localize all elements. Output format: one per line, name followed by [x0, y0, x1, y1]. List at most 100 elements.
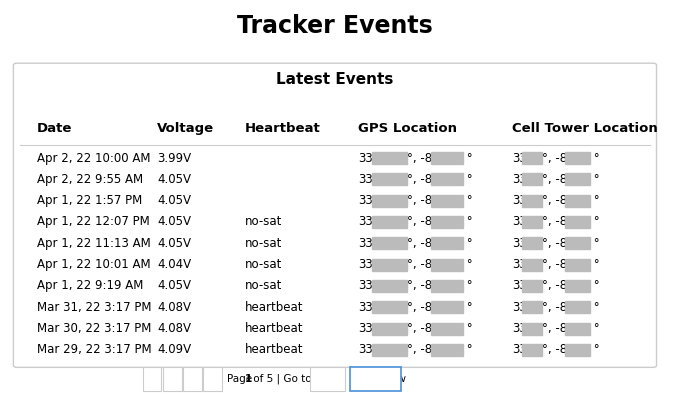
Text: Apr 1, 22 9:19 AM: Apr 1, 22 9:19 AM: [37, 280, 144, 292]
Text: 1: 1: [245, 374, 253, 384]
Text: °, -84.: °, -84.: [406, 258, 443, 271]
Text: °: °: [463, 237, 473, 250]
Text: 33.: 33.: [358, 301, 377, 314]
Text: 33: 33: [513, 173, 527, 186]
Text: 33: 33: [513, 237, 527, 250]
Text: °: °: [463, 152, 473, 164]
Text: °, -84.: °, -84.: [542, 216, 578, 228]
Text: °: °: [463, 258, 473, 271]
Text: >>: >>: [205, 375, 220, 384]
Text: Tracker Events: Tracker Events: [237, 14, 433, 38]
FancyBboxPatch shape: [310, 367, 345, 391]
Text: 33.: 33.: [358, 194, 377, 207]
Bar: [372, 323, 406, 335]
Text: °, -84.: °, -84.: [406, 173, 443, 186]
Text: °: °: [590, 237, 600, 250]
Text: Show 10 ∨: Show 10 ∨: [355, 374, 407, 384]
Text: Mar 30, 22 3:17 PM: Mar 30, 22 3:17 PM: [37, 322, 151, 335]
Bar: [522, 323, 542, 335]
Text: °, -84.: °, -84.: [542, 194, 578, 207]
Text: °: °: [590, 258, 600, 271]
Text: 33.: 33.: [358, 237, 377, 250]
Text: Apr 2, 22 10:00 AM: Apr 2, 22 10:00 AM: [37, 152, 150, 164]
Text: 33: 33: [513, 194, 527, 207]
Text: °: °: [463, 301, 473, 314]
Text: 4.09V: 4.09V: [157, 344, 192, 356]
Bar: [522, 152, 542, 164]
Text: 4.05V: 4.05V: [157, 280, 191, 292]
Text: °, -84.: °, -84.: [406, 280, 443, 292]
Bar: [522, 259, 542, 271]
FancyBboxPatch shape: [20, 340, 650, 360]
Text: °: °: [590, 194, 600, 207]
Text: no-sat: no-sat: [244, 258, 282, 271]
Bar: [372, 280, 406, 292]
Text: °, -84.: °, -84.: [542, 237, 578, 250]
Text: °, -84.: °, -84.: [542, 258, 578, 271]
Bar: [522, 301, 542, 313]
Bar: [564, 323, 590, 335]
Text: °, -84.: °, -84.: [406, 301, 443, 314]
Text: 33.: 33.: [358, 344, 377, 356]
Bar: [564, 216, 590, 228]
Text: °: °: [590, 173, 600, 186]
Text: °, -84.: °, -84.: [542, 301, 578, 314]
Text: Mar 29, 22 3:17 PM: Mar 29, 22 3:17 PM: [37, 344, 152, 356]
Text: °: °: [590, 152, 600, 164]
Bar: [522, 280, 542, 292]
Bar: [431, 173, 463, 185]
FancyBboxPatch shape: [20, 255, 650, 275]
Bar: [372, 301, 406, 313]
Text: Apr 1, 22 11:13 AM: Apr 1, 22 11:13 AM: [37, 237, 150, 250]
Text: 4.04V: 4.04V: [157, 258, 192, 271]
Bar: [372, 195, 406, 207]
Text: °, -84.: °, -84.: [542, 152, 578, 164]
Text: °: °: [590, 216, 600, 228]
Text: °, -84.: °, -84.: [542, 280, 578, 292]
Text: 33.: 33.: [358, 216, 377, 228]
Text: °: °: [463, 322, 473, 335]
FancyBboxPatch shape: [20, 169, 650, 189]
Bar: [431, 216, 463, 228]
Text: Heartbeat: Heartbeat: [244, 122, 320, 135]
Bar: [564, 152, 590, 164]
Text: 33: 33: [513, 344, 527, 356]
Text: heartbeat: heartbeat: [244, 301, 303, 314]
Text: 4.08V: 4.08V: [157, 322, 191, 335]
Bar: [564, 195, 590, 207]
Bar: [564, 237, 590, 249]
Text: 4.05V: 4.05V: [157, 216, 191, 228]
Text: °, -84.: °, -84.: [406, 237, 443, 250]
Text: °: °: [463, 344, 473, 356]
Bar: [431, 237, 463, 249]
Text: °: °: [590, 301, 600, 314]
Text: 33: 33: [513, 301, 527, 314]
FancyBboxPatch shape: [20, 297, 650, 317]
Text: <<: <<: [144, 375, 159, 384]
Text: °: °: [590, 280, 600, 292]
Text: <: <: [168, 375, 176, 384]
Bar: [564, 301, 590, 313]
Text: 33: 33: [513, 280, 527, 292]
Text: °: °: [590, 322, 600, 335]
Text: Page: Page: [227, 374, 255, 384]
Bar: [431, 344, 463, 356]
Text: 3.99V: 3.99V: [157, 152, 192, 164]
Text: °: °: [463, 194, 473, 207]
Text: °: °: [463, 280, 473, 292]
Text: Apr 1, 22 12:07 PM: Apr 1, 22 12:07 PM: [37, 216, 150, 228]
Text: °: °: [590, 344, 600, 356]
Text: 4.05V: 4.05V: [157, 237, 191, 250]
FancyBboxPatch shape: [20, 212, 650, 232]
FancyBboxPatch shape: [143, 367, 161, 391]
Text: 4.05V: 4.05V: [157, 194, 191, 207]
Bar: [431, 301, 463, 313]
Bar: [372, 259, 406, 271]
Text: Cell Tower Location: Cell Tower Location: [513, 122, 658, 135]
Text: no-sat: no-sat: [244, 280, 282, 292]
Text: °, -84.: °, -84.: [406, 216, 443, 228]
Bar: [564, 344, 590, 356]
Text: °, -84.: °, -84.: [406, 194, 443, 207]
Text: °, -84.: °, -84.: [406, 152, 443, 164]
Text: 4.08V: 4.08V: [157, 301, 191, 314]
